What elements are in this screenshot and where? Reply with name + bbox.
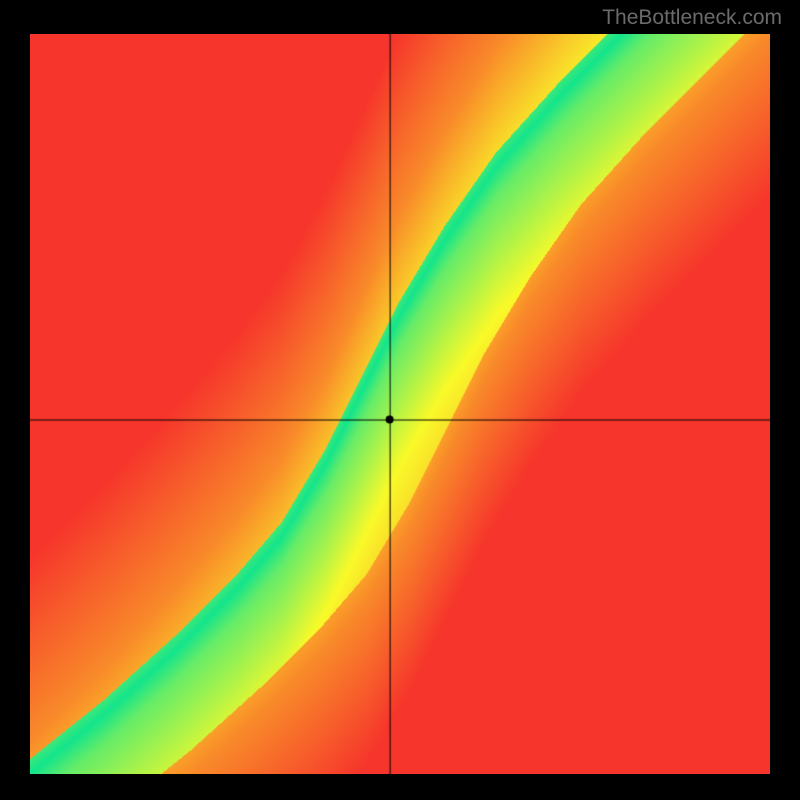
root-container: { "watermark": "TheBottleneck.com", "cha… (0, 0, 800, 800)
heatmap-chart (30, 34, 770, 774)
watermark-text: TheBottleneck.com (602, 6, 782, 30)
heatmap-canvas (30, 34, 770, 774)
